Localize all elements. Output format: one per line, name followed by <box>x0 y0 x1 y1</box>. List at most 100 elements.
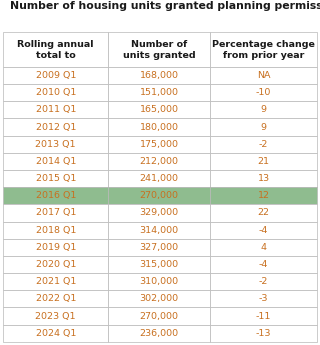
Bar <box>3 101 108 118</box>
Bar <box>210 307 317 325</box>
Bar <box>108 153 210 170</box>
Bar <box>108 325 210 342</box>
Bar <box>3 239 108 256</box>
Text: 22: 22 <box>258 208 269 217</box>
Text: 2012 Q1: 2012 Q1 <box>36 122 76 131</box>
Text: 270,000: 270,000 <box>140 191 179 200</box>
Bar <box>108 204 210 221</box>
Text: 180,000: 180,000 <box>140 122 179 131</box>
Text: Rolling annual
total to: Rolling annual total to <box>18 40 94 60</box>
Bar <box>3 32 108 67</box>
Text: Percentage change
from prior year: Percentage change from prior year <box>212 40 315 60</box>
Text: 2016 Q1: 2016 Q1 <box>36 191 76 200</box>
Bar <box>3 118 108 136</box>
Bar <box>210 101 317 118</box>
Text: 241,000: 241,000 <box>140 174 179 183</box>
Text: Number of housing units granted planning permission: Number of housing units granted planning… <box>10 1 320 11</box>
Text: 236,000: 236,000 <box>140 329 179 338</box>
Text: -4: -4 <box>259 260 268 269</box>
Bar <box>210 290 317 307</box>
Text: 2019 Q1: 2019 Q1 <box>36 243 76 252</box>
Text: 21: 21 <box>258 157 269 166</box>
Bar <box>108 187 210 204</box>
Text: 2020 Q1: 2020 Q1 <box>36 260 76 269</box>
Bar <box>108 290 210 307</box>
Bar <box>210 221 317 239</box>
Bar <box>3 153 108 170</box>
Text: 2017 Q1: 2017 Q1 <box>36 208 76 217</box>
Text: 9: 9 <box>260 105 267 114</box>
Bar <box>108 239 210 256</box>
Text: 2015 Q1: 2015 Q1 <box>36 174 76 183</box>
Bar <box>108 67 210 84</box>
Bar <box>210 67 317 84</box>
Text: 168,000: 168,000 <box>140 71 179 80</box>
Bar <box>210 153 317 170</box>
Bar <box>210 118 317 136</box>
Bar <box>108 101 210 118</box>
Bar <box>210 136 317 153</box>
Bar <box>3 204 108 221</box>
Text: -13: -13 <box>256 329 271 338</box>
Text: NA: NA <box>257 71 270 80</box>
Text: 2010 Q1: 2010 Q1 <box>36 88 76 97</box>
Text: 4: 4 <box>260 243 267 252</box>
Text: 327,000: 327,000 <box>140 243 179 252</box>
Text: -10: -10 <box>256 88 271 97</box>
Text: 212,000: 212,000 <box>140 157 179 166</box>
Text: 2024 Q1: 2024 Q1 <box>36 329 76 338</box>
Text: 2022 Q1: 2022 Q1 <box>36 294 76 303</box>
Text: 2023 Q1: 2023 Q1 <box>36 312 76 321</box>
Bar <box>108 307 210 325</box>
Text: -11: -11 <box>256 312 271 321</box>
Text: 151,000: 151,000 <box>140 88 179 97</box>
Bar <box>3 170 108 187</box>
Bar <box>210 84 317 101</box>
Bar <box>210 187 317 204</box>
Bar <box>3 256 108 273</box>
Bar <box>3 325 108 342</box>
Bar <box>108 273 210 290</box>
Text: -2: -2 <box>259 140 268 149</box>
Bar <box>3 136 108 153</box>
Bar <box>108 118 210 136</box>
Text: 270,000: 270,000 <box>140 312 179 321</box>
Text: 310,000: 310,000 <box>140 277 179 286</box>
Bar <box>3 290 108 307</box>
Bar <box>108 256 210 273</box>
Text: 2014 Q1: 2014 Q1 <box>36 157 76 166</box>
Bar <box>210 32 317 67</box>
Text: 2011 Q1: 2011 Q1 <box>36 105 76 114</box>
Text: -4: -4 <box>259 226 268 235</box>
Text: 315,000: 315,000 <box>140 260 179 269</box>
Bar <box>3 307 108 325</box>
Bar <box>108 221 210 239</box>
Bar <box>210 325 317 342</box>
Bar <box>108 170 210 187</box>
Text: -3: -3 <box>259 294 268 303</box>
Text: Number of
units granted: Number of units granted <box>123 40 196 60</box>
Bar <box>3 273 108 290</box>
Bar <box>3 67 108 84</box>
Bar <box>3 187 108 204</box>
Bar <box>210 256 317 273</box>
Text: 2018 Q1: 2018 Q1 <box>36 226 76 235</box>
Text: 12: 12 <box>258 191 269 200</box>
Bar <box>108 84 210 101</box>
Bar <box>108 136 210 153</box>
Bar <box>210 239 317 256</box>
Text: 2021 Q1: 2021 Q1 <box>36 277 76 286</box>
Text: 165,000: 165,000 <box>140 105 179 114</box>
Bar <box>108 32 210 67</box>
Bar <box>3 221 108 239</box>
Bar <box>210 170 317 187</box>
Text: 302,000: 302,000 <box>140 294 179 303</box>
Bar <box>210 273 317 290</box>
Bar <box>210 204 317 221</box>
Bar <box>3 84 108 101</box>
Text: -2: -2 <box>259 277 268 286</box>
Text: 329,000: 329,000 <box>140 208 179 217</box>
Text: 13: 13 <box>257 174 269 183</box>
Text: 2009 Q1: 2009 Q1 <box>36 71 76 80</box>
Text: 9: 9 <box>260 122 267 131</box>
